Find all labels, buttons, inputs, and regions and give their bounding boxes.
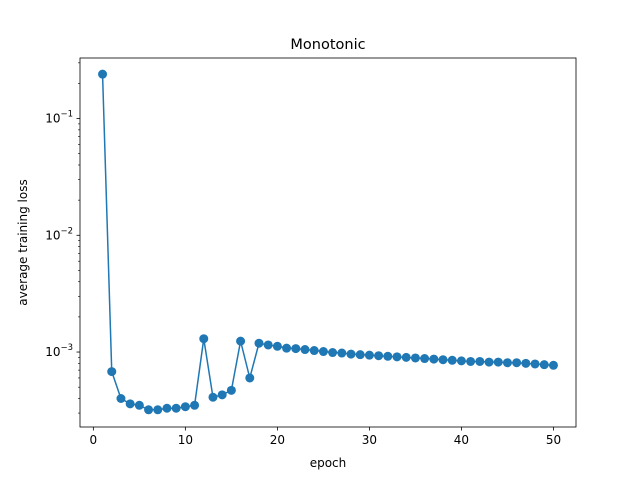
data-point	[125, 399, 135, 409]
data-point	[374, 351, 384, 361]
data-point	[493, 357, 503, 367]
data-point	[282, 343, 292, 353]
data-point	[512, 358, 522, 368]
x-axis-title: epoch	[310, 456, 347, 470]
data-point	[217, 390, 227, 400]
data-point	[153, 405, 163, 415]
data-point	[199, 334, 209, 344]
data-point	[447, 355, 457, 365]
data-point	[318, 347, 328, 357]
x-tick-label: 40	[454, 433, 469, 447]
y-tick-label: 10−1	[45, 110, 73, 126]
x-tick-label: 10	[178, 433, 193, 447]
data-point	[190, 400, 200, 410]
data-point	[475, 356, 485, 366]
data-point	[429, 354, 439, 364]
x-tick-label: 30	[362, 433, 377, 447]
data-point	[484, 357, 494, 367]
data-point	[410, 353, 420, 363]
data-point	[530, 359, 540, 369]
data-point	[521, 358, 531, 368]
data-point	[226, 385, 236, 395]
data-point	[355, 350, 365, 360]
data-point	[456, 356, 466, 366]
y-tick-label: 10−3	[45, 343, 73, 359]
data-point	[107, 367, 117, 377]
data-point	[272, 341, 282, 351]
data-point	[116, 394, 126, 403]
data-point	[254, 338, 264, 348]
data-point	[548, 360, 558, 370]
data-point	[392, 352, 402, 362]
chart-title: Monotonic	[290, 37, 365, 53]
data-point	[346, 349, 356, 359]
data-point	[180, 402, 190, 412]
data-point	[401, 352, 411, 362]
data-point	[309, 346, 319, 356]
data-point	[539, 360, 549, 370]
y-axis-title: average training loss	[16, 179, 30, 305]
data-point	[364, 350, 374, 360]
y-tick-label: 10−2	[45, 226, 73, 242]
data-point	[134, 400, 144, 410]
data-point	[291, 344, 301, 354]
data-point	[337, 348, 347, 358]
data-point	[300, 345, 310, 355]
data-point	[438, 355, 448, 365]
plot-area	[98, 69, 558, 415]
data-point	[144, 405, 154, 415]
data-point	[502, 358, 512, 368]
x-tick-label: 0	[90, 433, 98, 447]
x-tick-label: 50	[546, 433, 561, 447]
data-point	[420, 354, 430, 364]
data-point	[263, 340, 273, 350]
data-point	[208, 392, 218, 402]
data-point	[236, 336, 246, 346]
data-point	[98, 69, 108, 79]
data-point	[466, 356, 476, 366]
axes: 0 10 20 30 40 50 10−3 10−2 10−1	[45, 57, 577, 447]
axes-frame	[79, 57, 577, 428]
data-point	[162, 403, 172, 413]
x-tick-label: 20	[270, 433, 285, 447]
data-point	[383, 351, 393, 361]
data-point	[245, 373, 255, 383]
data-point	[171, 403, 181, 413]
data-point	[328, 348, 338, 358]
